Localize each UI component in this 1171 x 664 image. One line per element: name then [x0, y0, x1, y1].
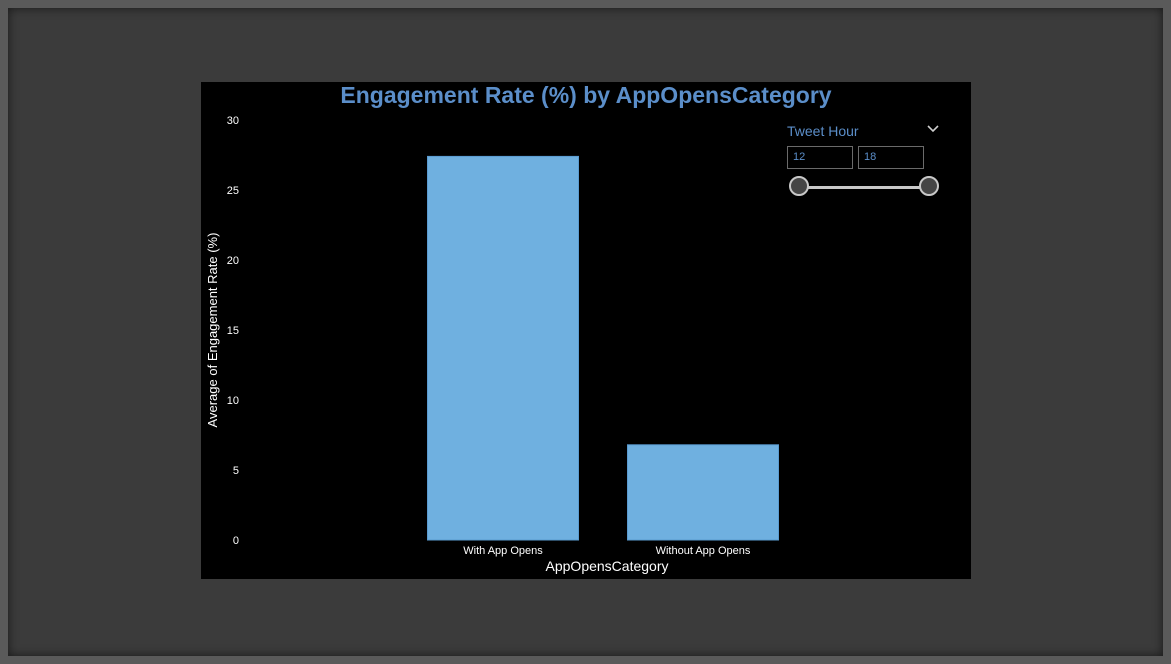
y-tick-label: 10	[227, 395, 239, 407]
x-axis-label: AppOpensCategory	[546, 558, 669, 574]
slicer-max-input[interactable]: 18	[858, 146, 924, 169]
bar-chart: 0 5 10 15 20 25 30 Average of Engagement Rate (…	[205, 115, 779, 574]
x-tick-label: Without App Opens	[656, 545, 751, 557]
slicer-min-input[interactable]: 12	[787, 146, 853, 169]
slider-max-handle[interactable]	[919, 176, 939, 196]
y-axis-label: Average of Engagement Rate (%)	[205, 233, 220, 428]
y-tick-label: 20	[227, 255, 239, 267]
y-tick-label: 5	[233, 465, 239, 477]
x-tick-label: With App Opens	[463, 545, 543, 557]
slider-track[interactable]	[801, 186, 929, 189]
y-tick-label: 25	[227, 185, 239, 197]
report-canvas: Engagement Rate (%) by AppOpensCategory …	[201, 82, 971, 579]
y-tick-label: 0	[233, 535, 239, 547]
chart-title: Engagement Rate (%) by AppOpensCategory	[340, 82, 832, 108]
bar	[427, 155, 579, 541]
y-tick-label: 15	[227, 325, 239, 337]
slicer-title: Tweet Hour	[787, 123, 859, 139]
y-tick-label: 30	[227, 115, 239, 127]
slider-min-handle[interactable]	[789, 176, 809, 196]
slicer-header[interactable]: Tweet Hour	[787, 122, 943, 140]
chevron-down-icon[interactable]	[926, 122, 940, 136]
bar	[627, 444, 779, 541]
tweet-hour-slicer: Tweet Hour 12 18	[787, 122, 943, 202]
